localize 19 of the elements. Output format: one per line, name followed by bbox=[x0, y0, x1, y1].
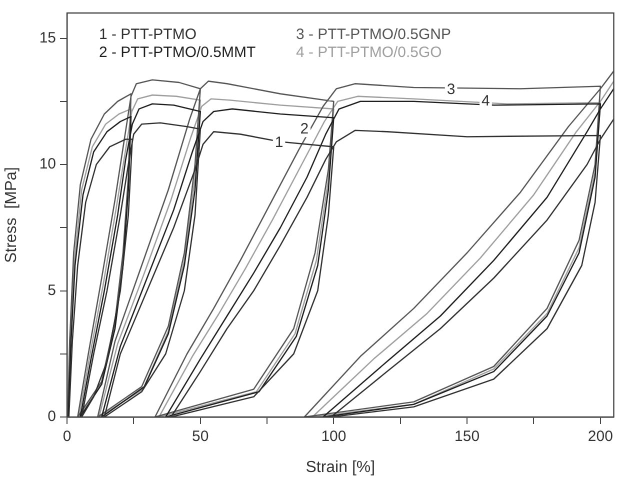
x-tick-label: 0 bbox=[62, 428, 72, 446]
x-tick-label: 50 bbox=[192, 428, 209, 446]
annotation: 1 bbox=[274, 134, 284, 151]
x-tick-label: 100 bbox=[321, 428, 346, 446]
text: 2 - PTT-PTMO/0.5MMT bbox=[99, 44, 256, 62]
text: 1 - PTT-PTMO bbox=[99, 26, 196, 44]
y-tick-label: 5 bbox=[48, 282, 56, 299]
x-tick-label: 200 bbox=[588, 428, 613, 446]
annotation: 4 bbox=[482, 92, 490, 110]
annotation: 2 bbox=[300, 120, 309, 138]
annotation: 3 bbox=[446, 81, 456, 98]
y-tick-label: 10 bbox=[39, 156, 56, 173]
x-axis-title: Strain [%] bbox=[306, 458, 376, 476]
x-tick-label: 150 bbox=[454, 428, 480, 446]
y-axis-title: Stress [MPa] bbox=[3, 166, 20, 264]
text: 4 - PTT-PTMO/0.5GO bbox=[296, 44, 442, 62]
y-tick-label: 0 bbox=[48, 408, 56, 426]
y-tick-label: 15 bbox=[39, 29, 56, 46]
text: 3 - PTT-PTMO/0.5GNP bbox=[296, 26, 452, 44]
